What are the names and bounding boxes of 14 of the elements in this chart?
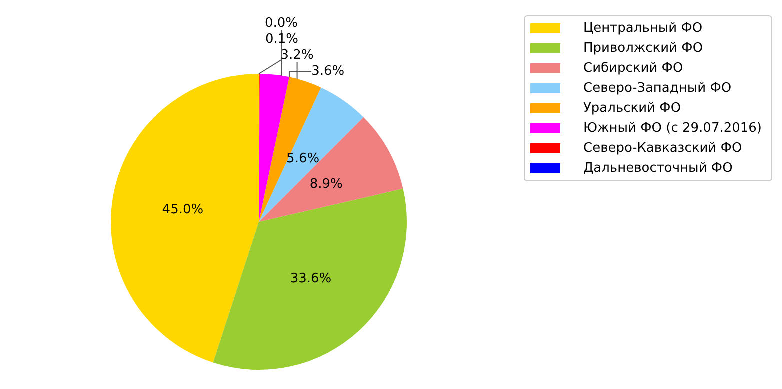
data-label: 5.6% <box>286 151 320 166</box>
legend-label: Сибирский ФО <box>584 61 684 76</box>
legend-label: Приволжский ФО <box>584 41 704 56</box>
text: 0.0% <box>265 16 298 32</box>
data-label: 33.6% <box>290 271 332 286</box>
legend-label: Северо-Кавказский ФО <box>584 141 742 156</box>
data-label: 45.0% <box>162 202 204 218</box>
legend-label: Южный ФО (с 29.07.2016) <box>584 121 762 136</box>
legend-label: Центральный ФО <box>584 21 703 36</box>
legend-label: Северо-Западный ФО <box>584 81 732 96</box>
legend-label: Дальневосточный ФО <box>584 161 733 176</box>
data-label: 3.6% <box>312 64 345 80</box>
data-label: 8.9% <box>310 177 343 192</box>
legend-label: Уральский ФО <box>584 101 682 116</box>
